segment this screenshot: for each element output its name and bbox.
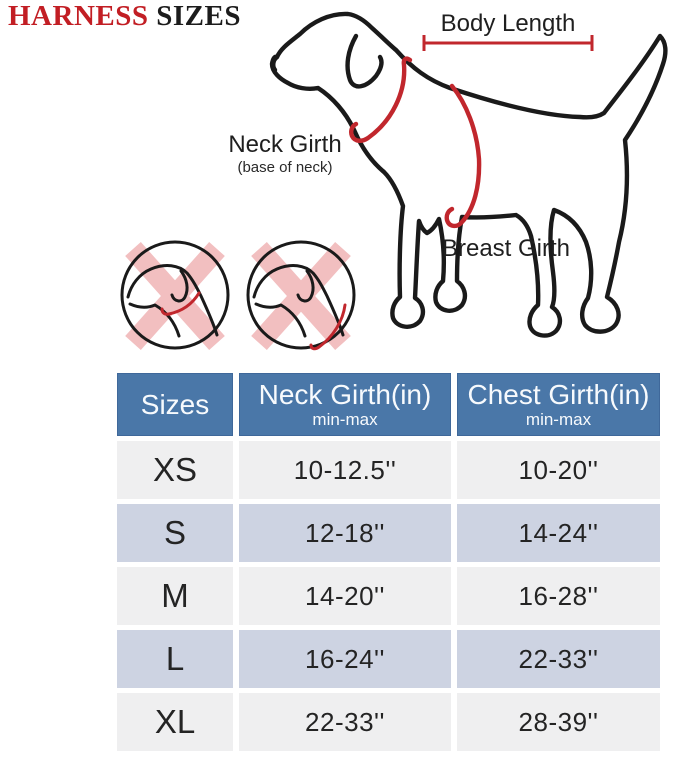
cell-neck: 22-33'' bbox=[239, 693, 451, 751]
cell-chest: 14-24'' bbox=[457, 504, 660, 562]
neck-girth-label: Neck Girth (base of neck) bbox=[200, 132, 370, 176]
cell-size: S bbox=[117, 504, 233, 562]
incorrect-measure-icon-2 bbox=[246, 240, 356, 351]
cell-chest: 16-28'' bbox=[457, 567, 660, 625]
x-mark-icon bbox=[251, 242, 351, 350]
x-mark-icon bbox=[125, 242, 225, 350]
body-length-label: Body Length bbox=[440, 10, 576, 37]
dog-ear-line bbox=[345, 33, 384, 89]
cell-size: XS bbox=[117, 441, 233, 499]
dog-head-jaw bbox=[128, 302, 181, 338]
neck-girth-strap bbox=[349, 56, 413, 143]
incorrect-measure-icon-1 bbox=[120, 240, 230, 350]
dog-head-outline bbox=[252, 264, 345, 337]
cell-size: M bbox=[117, 567, 233, 625]
header-cell-chest-girth: Chest Girth(in) min-max bbox=[457, 373, 660, 436]
cell-neck: 12-18'' bbox=[239, 504, 451, 562]
wrong-strap-line bbox=[160, 291, 201, 316]
cell-neck: 10-12.5'' bbox=[239, 441, 451, 499]
dog-outline bbox=[269, 11, 668, 338]
header-cell-sizes: Sizes bbox=[117, 373, 233, 436]
dog-nose-line bbox=[271, 54, 280, 73]
cell-size: L bbox=[117, 630, 233, 688]
header-cell-neck-girth: Neck Girth(in) min-max bbox=[239, 373, 451, 436]
cell-neck: 16-24'' bbox=[239, 630, 451, 688]
cell-neck: 14-20'' bbox=[239, 567, 451, 625]
circle-outline bbox=[246, 240, 356, 350]
cell-chest: 28-39'' bbox=[457, 693, 660, 751]
title-word-harness: HARNESS bbox=[8, 0, 149, 32]
dog-head-ear bbox=[170, 269, 189, 303]
cell-chest: 10-20'' bbox=[457, 441, 660, 499]
neck-girth-text: Neck Girth bbox=[228, 131, 342, 158]
title-word-sizes: SIZES bbox=[156, 0, 241, 32]
breast-girth-label: Breast Girth bbox=[441, 235, 571, 262]
dog-measurement-diagram bbox=[120, 11, 668, 351]
body-length-measure-line bbox=[422, 35, 594, 51]
dog-head-outline bbox=[126, 264, 219, 337]
circle-outline bbox=[120, 240, 230, 350]
cell-size: XL bbox=[117, 693, 233, 751]
cell-chest: 22-33'' bbox=[457, 630, 660, 688]
dog-head-ear bbox=[296, 269, 315, 303]
size-table: Sizes Neck Girth(in) min-max Chest Girth… bbox=[117, 373, 660, 751]
wrong-strap-line bbox=[309, 303, 347, 351]
dog-head-jaw bbox=[254, 302, 307, 338]
page-title: HARNESS SIZES bbox=[8, 0, 241, 33]
neck-girth-note: (base of neck) bbox=[237, 159, 333, 177]
breast-girth-strap bbox=[444, 83, 482, 229]
